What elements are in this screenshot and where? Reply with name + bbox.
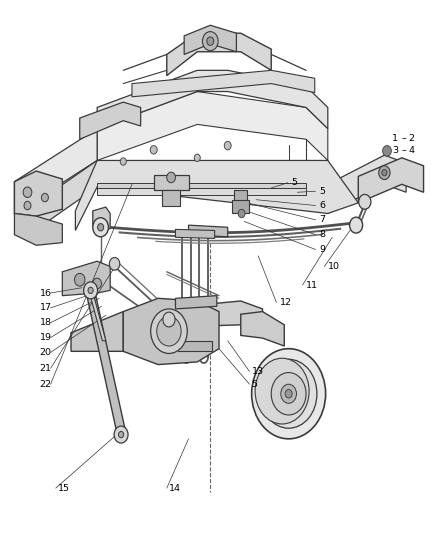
Text: 2: 2 (408, 134, 414, 143)
Text: –: – (402, 147, 406, 156)
Polygon shape (89, 292, 106, 341)
Circle shape (118, 431, 124, 438)
Circle shape (167, 172, 176, 183)
Circle shape (379, 166, 390, 180)
Text: 16: 16 (40, 288, 52, 297)
Text: 18: 18 (40, 318, 52, 327)
Text: –: – (402, 134, 406, 143)
Polygon shape (14, 128, 97, 214)
Polygon shape (14, 171, 62, 216)
Text: 8: 8 (319, 230, 325, 239)
Circle shape (202, 31, 218, 51)
Circle shape (382, 169, 387, 176)
Circle shape (151, 309, 187, 353)
Polygon shape (123, 298, 219, 365)
Circle shape (114, 426, 128, 443)
Text: 20: 20 (40, 348, 52, 357)
Text: 7: 7 (319, 215, 325, 224)
Circle shape (93, 278, 102, 289)
Polygon shape (167, 33, 271, 76)
Text: 6: 6 (319, 201, 325, 210)
Text: 11: 11 (306, 280, 318, 289)
Polygon shape (328, 155, 406, 214)
Circle shape (110, 257, 120, 270)
Text: 14: 14 (169, 483, 181, 492)
Polygon shape (178, 341, 212, 351)
Circle shape (224, 141, 231, 150)
Polygon shape (93, 207, 110, 231)
Circle shape (150, 146, 157, 154)
Circle shape (23, 187, 32, 198)
Polygon shape (188, 225, 228, 237)
Text: 5: 5 (252, 379, 258, 389)
Circle shape (350, 217, 363, 233)
Polygon shape (80, 102, 141, 139)
Text: 10: 10 (328, 262, 340, 271)
Text: 1: 1 (392, 134, 398, 143)
Circle shape (207, 37, 214, 45)
Circle shape (281, 384, 297, 403)
Polygon shape (132, 70, 315, 97)
Polygon shape (97, 188, 306, 195)
Circle shape (252, 349, 325, 439)
Text: 5: 5 (291, 178, 297, 187)
Text: 3: 3 (392, 147, 398, 156)
Polygon shape (241, 312, 284, 346)
Polygon shape (176, 296, 217, 309)
Polygon shape (154, 175, 188, 190)
Text: 9: 9 (319, 245, 325, 254)
Circle shape (359, 195, 371, 209)
Circle shape (84, 282, 98, 299)
Polygon shape (162, 190, 180, 206)
Circle shape (98, 223, 104, 231)
Circle shape (74, 273, 85, 286)
Text: 4: 4 (408, 147, 414, 156)
Text: 17: 17 (40, 303, 52, 312)
Circle shape (383, 146, 391, 156)
Polygon shape (71, 312, 123, 351)
Circle shape (238, 209, 245, 217)
Polygon shape (86, 292, 125, 432)
Circle shape (271, 373, 306, 415)
Circle shape (163, 312, 175, 327)
Text: 15: 15 (58, 483, 70, 492)
Polygon shape (97, 183, 306, 188)
Circle shape (255, 358, 309, 424)
Circle shape (88, 287, 93, 294)
Polygon shape (14, 214, 62, 245)
Polygon shape (184, 25, 237, 54)
Polygon shape (97, 70, 328, 128)
Polygon shape (62, 261, 110, 296)
Text: 13: 13 (252, 367, 264, 376)
Polygon shape (234, 190, 247, 203)
Text: 12: 12 (280, 298, 292, 307)
Circle shape (93, 217, 109, 237)
Polygon shape (232, 200, 250, 214)
Circle shape (42, 193, 48, 202)
Circle shape (194, 154, 200, 161)
Text: 22: 22 (40, 379, 52, 389)
Text: 5: 5 (319, 187, 325, 196)
Polygon shape (358, 158, 424, 203)
Circle shape (24, 201, 31, 210)
Text: 21: 21 (40, 364, 52, 373)
Polygon shape (158, 301, 262, 330)
Circle shape (157, 317, 181, 346)
Circle shape (285, 390, 292, 398)
Circle shape (260, 359, 317, 428)
Polygon shape (97, 92, 328, 160)
Text: 19: 19 (40, 333, 52, 342)
Polygon shape (176, 229, 215, 238)
Polygon shape (75, 160, 358, 230)
Polygon shape (36, 160, 97, 229)
Circle shape (120, 158, 126, 165)
